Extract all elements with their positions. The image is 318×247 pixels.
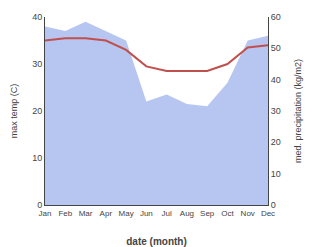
svg-text:40: 40 [32, 12, 42, 22]
svg-text:0: 0 [271, 200, 276, 210]
svg-text:20: 20 [271, 137, 281, 147]
svg-text:max temp (C): max temp (C) [9, 84, 19, 139]
svg-text:date (month): date (month) [126, 236, 187, 247]
svg-text:May: May [119, 209, 134, 218]
svg-text:30: 30 [32, 59, 42, 69]
svg-text:20: 20 [32, 106, 42, 116]
svg-text:Nov: Nov [241, 209, 255, 218]
svg-text:60: 60 [271, 12, 281, 22]
svg-text:Apr: Apr [100, 209, 113, 218]
svg-text:10: 10 [271, 169, 281, 179]
svg-text:40: 40 [271, 75, 281, 85]
svg-text:Dec: Dec [261, 209, 275, 218]
svg-text:Sep: Sep [200, 209, 215, 218]
svg-text:Aug: Aug [180, 209, 194, 218]
svg-text:0: 0 [37, 200, 42, 210]
svg-text:Jul: Jul [162, 209, 172, 218]
svg-text:Jun: Jun [140, 209, 153, 218]
svg-text:Mar: Mar [79, 209, 93, 218]
svg-text:med. precipitation (kg/m2): med. precipitation (kg/m2) [293, 59, 303, 163]
svg-text:Jan: Jan [39, 209, 52, 218]
svg-text:10: 10 [32, 153, 42, 163]
svg-text:50: 50 [271, 43, 281, 53]
svg-text:Oct: Oct [221, 209, 234, 218]
svg-text:Feb: Feb [58, 209, 72, 218]
svg-text:30: 30 [271, 106, 281, 116]
